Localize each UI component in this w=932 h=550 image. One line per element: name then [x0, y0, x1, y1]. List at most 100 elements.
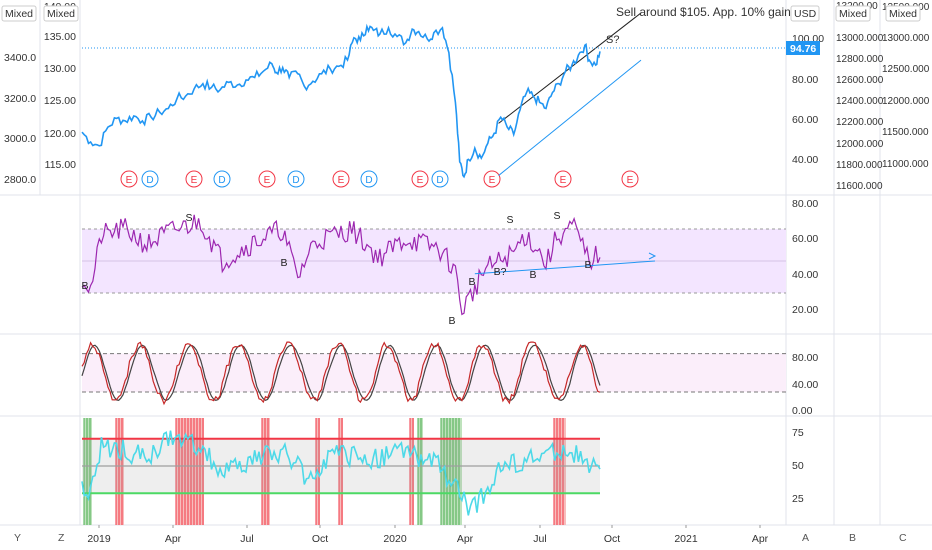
- corner-label-y[interactable]: Y: [14, 532, 21, 544]
- oscillator-2-tick: 0.00: [792, 405, 813, 417]
- oscillator-3-pane[interactable]: [81, 418, 601, 525]
- dividend-d-marker[interactable]: [431, 170, 449, 188]
- scale-badges[interactable]: Mixed Mixed USD Mixed Mixed: [1, 5, 921, 22]
- scale-badge-usd[interactable]: USD: [794, 8, 817, 20]
- time-axis-label: 2019: [87, 533, 111, 545]
- price-right-tick: 80.00: [792, 74, 818, 86]
- price-far-right-tick-1: 11800.000: [836, 160, 883, 171]
- oscillator-3-tick: 25: [792, 493, 804, 505]
- dividend-d-label: D: [436, 175, 443, 186]
- oscillator-1-signal-label: S: [185, 212, 192, 224]
- earnings-e-marker[interactable]: [411, 170, 429, 188]
- earnings-e-marker[interactable]: [483, 170, 501, 188]
- price-left-tick: 130.00: [44, 63, 76, 75]
- price-left-tick: 120.00: [44, 128, 76, 140]
- price-right-tick: 40.00: [792, 154, 818, 166]
- oscillator-1-tick: 20.00: [792, 304, 818, 316]
- oscillator-1-tick: 40.00: [792, 269, 818, 281]
- s-question-label[interactable]: S?: [606, 34, 619, 46]
- bottom-bar[interactable]: Y Z A B C: [14, 532, 907, 544]
- earnings-e-label: E: [560, 175, 567, 186]
- oscillator-1-signal-label: B: [81, 280, 88, 292]
- scale-badge-right-1[interactable]: Mixed: [839, 8, 867, 20]
- oscillator-1-line[interactable]: [81, 214, 601, 316]
- last-price-value: 94.76: [790, 43, 816, 55]
- last-price-badge: 94.76: [786, 41, 820, 55]
- price-far-right-tick-1: 12400.000: [836, 96, 884, 107]
- earnings-e-label: E: [627, 175, 634, 186]
- oscillator-2-pane[interactable]: [81, 341, 786, 406]
- earnings-e-label: E: [191, 175, 198, 186]
- oscillator-2-signal-line[interactable]: [81, 344, 601, 401]
- price-far-right-tick-1: 12800.000: [836, 54, 884, 65]
- time-axis-label: 2021: [674, 533, 698, 545]
- oscillator-3-red-bar: [262, 418, 270, 525]
- oscillator-2-band: [82, 353, 786, 392]
- oscillator-1-signal-label: B: [448, 315, 455, 327]
- price-far-right-tick-1: 12000.000: [836, 139, 884, 150]
- oscillator-2-line[interactable]: [81, 341, 601, 406]
- earnings-e-marker[interactable]: [332, 170, 350, 188]
- oscillator-1-trend-arrow[interactable]: [474, 260, 656, 275]
- oscillator-1-signal-label: B: [584, 259, 591, 271]
- oscillator-1-signal-label: S: [553, 210, 560, 222]
- dividend-d-label: D: [365, 175, 372, 186]
- earnings-e-marker[interactable]: [621, 170, 639, 188]
- scale-badge-left-outer[interactable]: Mixed: [5, 8, 33, 20]
- earnings-e-marker[interactable]: [258, 170, 276, 188]
- oscillator-1-arrow-head: [648, 252, 657, 260]
- price-left-tick: 115.00: [45, 159, 76, 171]
- oscillator-1-tick: 80.00: [792, 198, 818, 210]
- price-outer-left-tick: 3400.0: [4, 52, 36, 64]
- dividend-d-marker[interactable]: [213, 170, 231, 188]
- price-far-right-tick-2: 12500.000: [882, 64, 930, 75]
- price-pane[interactable]: E D E D E D E D E D E E E Sell around $105. App. 10%…: [81, 5, 794, 188]
- oscillator-1-band-lines: [82, 228, 786, 294]
- price-right-tick: 60.00: [792, 114, 818, 126]
- scale-badge-left-inner[interactable]: Mixed: [47, 8, 75, 20]
- oscillator-1-signal-labels: B S B B B B? B S S B: [81, 210, 591, 327]
- oscillator-1-signal-label: B: [280, 257, 287, 269]
- time-axis-label: 2020: [383, 533, 407, 545]
- earnings-e-marker[interactable]: [185, 170, 203, 188]
- time-axis-label: Oct: [312, 533, 328, 545]
- oscillator-3-line[interactable]: [81, 430, 601, 516]
- time-axis-label: Jul: [533, 533, 546, 545]
- corner-label-a[interactable]: A: [802, 532, 809, 544]
- earnings-e-label: E: [126, 175, 133, 186]
- price-outer-left-tick: 2800.0: [4, 174, 36, 186]
- earnings-e-label: E: [338, 175, 345, 186]
- price-far-right-tick-2: 11000.000: [882, 159, 929, 170]
- time-axis-label: Apr: [752, 533, 769, 545]
- annotation-text[interactable]: Sell around $105. App. 10% gain.: [616, 5, 794, 19]
- dividend-d-marker[interactable]: [360, 170, 378, 188]
- price-far-right-tick-2: 13000.000: [882, 33, 930, 44]
- earnings-e-label: E: [264, 175, 271, 186]
- earnings-e-marker[interactable]: [554, 170, 572, 188]
- oscillator-3-red-bar: [339, 418, 343, 525]
- oscillator-3-tick: 75: [792, 427, 804, 439]
- dividend-d-label: D: [146, 175, 153, 186]
- dividend-d-marker[interactable]: [287, 170, 305, 188]
- scale-badge-right-2[interactable]: Mixed: [889, 8, 917, 20]
- time-axis-label: Jul: [240, 533, 253, 545]
- oscillator-1-tick: 60.00: [792, 233, 818, 245]
- oscillator-2-tick: 40.00: [792, 379, 818, 391]
- corner-label-b[interactable]: B: [849, 532, 856, 544]
- corner-label-c[interactable]: C: [899, 532, 907, 544]
- dividend-d-marker[interactable]: [141, 170, 159, 188]
- oscillator-2-band-lines: [82, 353, 786, 393]
- price-far-right-tick-2: 11500.000: [882, 127, 929, 138]
- earnings-e-label: E: [489, 175, 496, 186]
- price-far-right-tick-1: 12600.000: [836, 75, 884, 86]
- corner-label-z[interactable]: Z: [58, 532, 65, 544]
- price-far-right-tick-1: 13000.000: [836, 33, 884, 44]
- price-left-tick: 135.00: [44, 31, 76, 43]
- earnings-e-marker[interactable]: [120, 170, 138, 188]
- price-series-line[interactable]: [81, 23, 601, 179]
- oscillator-3-tick: 50: [792, 460, 804, 472]
- support-trendline[interactable]: [498, 59, 642, 176]
- oscillator-1-pane[interactable]: B S B B B B? B S S B: [81, 210, 786, 327]
